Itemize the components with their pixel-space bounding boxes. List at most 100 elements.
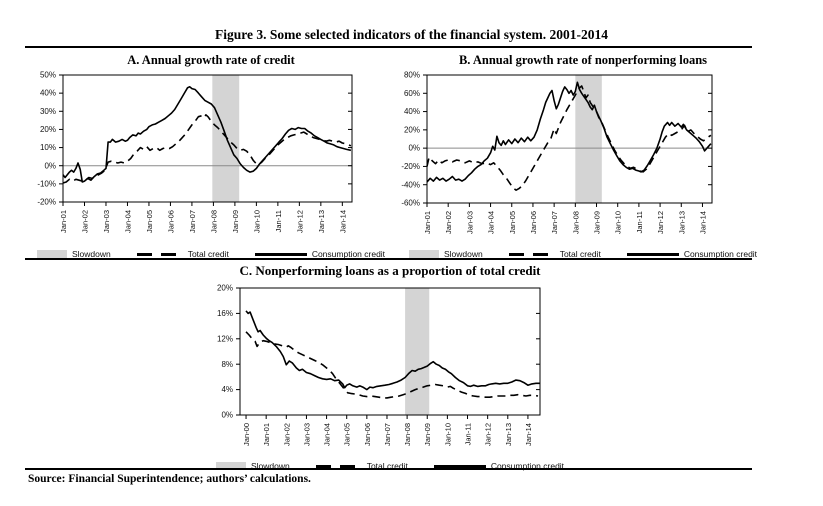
svg-text:Jan-03: Jan-03 — [102, 210, 111, 233]
svg-text:Jan-11: Jan-11 — [464, 423, 473, 445]
svg-text:Jan-14: Jan-14 — [698, 211, 707, 234]
svg-text:Jan-07: Jan-07 — [550, 211, 559, 234]
plot-frame — [62, 74, 353, 203]
divider-bottom — [25, 468, 752, 470]
legend-item-total-credit: Total credit — [315, 461, 408, 471]
divider-middle — [25, 258, 752, 260]
legend-item-consumption-credit: Consumption credit — [254, 249, 386, 259]
consumption-credit-line-swatch — [433, 464, 486, 468]
svg-text:-20%: -20% — [37, 198, 56, 207]
panel-b: B. Annual growth rate of nonperforming l… — [383, 52, 783, 259]
series-total-credit — [245, 331, 539, 399]
svg-text:Jan-01: Jan-01 — [262, 423, 271, 446]
svg-text:Jan-10: Jan-10 — [252, 210, 261, 233]
panel-c: C. Nonperforming loans as a proportion o… — [170, 262, 610, 471]
slowdown-band — [212, 75, 240, 202]
svg-text:50%: 50% — [40, 71, 56, 80]
svg-text:40%: 40% — [40, 89, 56, 98]
total-credit-dash-swatch — [508, 252, 555, 256]
total-credit-dash-swatch — [315, 464, 362, 468]
x-axis: Jan-01 Jan-02 Jan-03 Jan-04 Jan-05 Jan-06 Jan-… — [423, 203, 707, 234]
x-axis: Jan-00 Jan-01 Jan-02 Jan-03 Jan-04 Jan-05 Jan-… — [242, 415, 533, 446]
svg-text:Jan-05: Jan-05 — [145, 210, 154, 233]
svg-text:Jan-08: Jan-08 — [209, 210, 218, 233]
slowdown-band-swatch — [215, 462, 246, 470]
svg-text:Jan-13: Jan-13 — [677, 211, 686, 234]
panel-c-chart: 0% 4% 8% 12% 16% 20% Jan-00 Jan-01 Jan-02 Jan-03 J… — [170, 282, 610, 459]
svg-text:Jan-02: Jan-02 — [444, 211, 453, 234]
slowdown-label: Slowdown — [250, 461, 290, 471]
svg-text:Jan-11: Jan-11 — [635, 211, 644, 233]
legend-item-slowdown: Slowdown — [408, 249, 483, 259]
svg-text:Jan-02: Jan-02 — [80, 210, 89, 233]
svg-text:40%: 40% — [404, 107, 420, 116]
plot-frame — [239, 287, 541, 416]
panel-a-legend: Slowdown Total credit Consumption credit — [15, 247, 407, 261]
svg-text:-20%: -20% — [401, 162, 420, 171]
panel-a-title: A. Annual growth rate of credit — [127, 53, 295, 67]
slowdown-band-swatch — [36, 250, 67, 258]
svg-text:12%: 12% — [217, 334, 233, 343]
svg-text:0%: 0% — [221, 411, 233, 420]
svg-text:Jan-12: Jan-12 — [484, 423, 493, 446]
svg-text:Jan-13: Jan-13 — [504, 423, 513, 446]
svg-text:0%: 0% — [408, 144, 420, 153]
slowdown-band-swatch — [408, 250, 439, 258]
svg-text:Jan-00: Jan-00 — [242, 423, 251, 446]
svg-text:Jan-14: Jan-14 — [524, 423, 533, 446]
svg-text:Jan-03: Jan-03 — [302, 423, 311, 446]
series-consumption-credit — [245, 310, 540, 391]
svg-text:Jan-01: Jan-01 — [423, 211, 432, 234]
svg-text:-60%: -60% — [401, 199, 420, 208]
svg-text:Jan-06: Jan-06 — [363, 423, 372, 446]
svg-text:0%: 0% — [44, 161, 56, 170]
consumption-credit-label: Consumption credit — [311, 249, 386, 259]
svg-text:Jan-08: Jan-08 — [403, 423, 412, 446]
slowdown-label: Slowdown — [443, 249, 483, 259]
panel-a: A. Annual growth rate of credit -20% -10%… — [15, 52, 407, 261]
svg-text:Jan-04: Jan-04 — [487, 211, 496, 234]
slowdown-label: Slowdown — [71, 249, 111, 259]
panel-c-title: C. Nonperforming loans as a proportion o… — [239, 263, 541, 278]
total-credit-label: Total credit — [366, 461, 408, 471]
svg-text:Jan-07: Jan-07 — [383, 423, 392, 446]
svg-text:Jan-09: Jan-09 — [423, 423, 432, 446]
legend-item-total-credit: Total credit — [136, 249, 229, 259]
svg-text:80%: 80% — [404, 71, 420, 80]
svg-text:Jan-13: Jan-13 — [317, 210, 326, 233]
x-axis: Jan-01 Jan-02 Jan-03 Jan-04 Jan-05 Jan-06 Jan-… — [59, 202, 347, 233]
panel-b-title: B. Annual growth rate of nonperforming l… — [458, 53, 708, 67]
svg-text:Jan-05: Jan-05 — [508, 211, 517, 234]
y-axis: -20% -10% 0% 10% 20% 30% 40% 50% — [37, 71, 352, 207]
svg-text:Jan-11: Jan-11 — [274, 210, 283, 232]
panel-b-chart: -60% -40% -20% 0% 20% 40% 60% 80% Jan-01 Jan-02 Ja… — [383, 70, 783, 247]
svg-text:Jan-04: Jan-04 — [323, 423, 332, 446]
svg-text:Jan-03: Jan-03 — [465, 211, 474, 234]
svg-text:-10%: -10% — [37, 179, 56, 188]
svg-text:Jan-07: Jan-07 — [188, 210, 197, 233]
svg-text:Jan-09: Jan-09 — [231, 210, 240, 233]
series-consumption-credit — [62, 85, 352, 183]
total-credit-label: Total credit — [187, 249, 229, 259]
svg-text:Jan-14: Jan-14 — [338, 210, 347, 233]
svg-text:Jan-04: Jan-04 — [123, 210, 132, 233]
source-note: Source: Financial Superintendence; autho… — [28, 473, 311, 485]
series-consumption-credit — [426, 81, 712, 183]
svg-text:16%: 16% — [217, 309, 233, 318]
svg-text:Jan-02: Jan-02 — [282, 423, 291, 446]
plot-frame — [426, 74, 713, 204]
legend-item-total-credit: Total credit — [508, 249, 601, 259]
legend-item-consumption-credit: Consumption credit — [433, 461, 564, 471]
panel-c-legend: Slowdown Total credit Consumption credit — [170, 459, 610, 473]
series-total-credit — [62, 114, 352, 184]
svg-text:Jan-10: Jan-10 — [614, 211, 623, 234]
svg-text:4%: 4% — [221, 385, 233, 394]
svg-text:60%: 60% — [404, 89, 420, 98]
svg-text:8%: 8% — [221, 360, 233, 369]
total-credit-label: Total credit — [559, 249, 601, 259]
legend-item-slowdown: Slowdown — [215, 461, 290, 471]
svg-text:30%: 30% — [40, 107, 56, 116]
panel-a-chart: -20% -10% 0% 10% 20% 30% 40% 50% Jan-01 Jan-02 Jan… — [15, 70, 407, 247]
panel-c-plot: 0%4%8%12%16%20%Jan-00 Jan-01 Jan-02 Jan-03 J… — [217, 284, 541, 446]
consumption-credit-label: Consumption credit — [683, 249, 758, 259]
